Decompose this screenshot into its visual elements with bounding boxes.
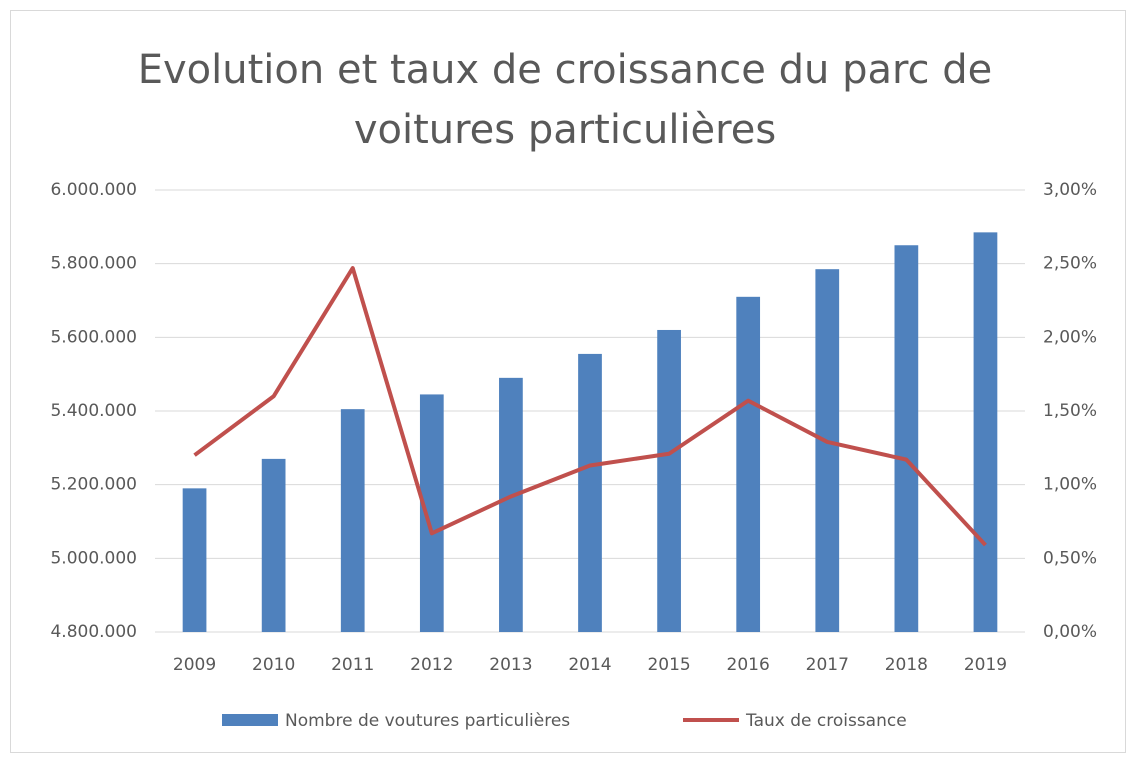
y2-tick-label: 2,50%	[1043, 254, 1097, 274]
y-tick-label: 5.600.000	[50, 327, 137, 347]
y2-tick-label: 3,00%	[1043, 180, 1097, 200]
bar	[340, 409, 365, 632]
x-tick-label: 2013	[489, 655, 532, 675]
legend-label: Nombre de voutures particulières	[285, 711, 570, 731]
y-tick-label: 5.000.000	[50, 548, 137, 568]
x-tick-label: 2017	[806, 655, 849, 675]
y-tick-label: 5.800.000	[50, 254, 137, 274]
legend-swatch	[222, 714, 278, 726]
x-tick-label: 2018	[885, 655, 928, 675]
bar	[261, 458, 286, 632]
x-tick-label: 2009	[173, 655, 216, 675]
x-tick-label: 2015	[647, 655, 690, 675]
y2-tick-label: 1,50%	[1043, 401, 1097, 421]
x-tick-label: 2010	[252, 655, 295, 675]
x-tick-label: 2012	[410, 655, 453, 675]
chart-border	[10, 10, 1126, 753]
x-tick-label: 2014	[568, 655, 611, 675]
y2-tick-label: 0,00%	[1043, 622, 1097, 642]
x-tick-label: 2011	[331, 655, 374, 675]
y-tick-label: 6.000.000	[50, 180, 137, 200]
bar	[182, 488, 207, 632]
x-tick-label: 2019	[964, 655, 1007, 675]
y-tick-label: 4.800.000	[50, 622, 137, 642]
chart-title: Evolution et taux de croissance du parc …	[137, 47, 993, 153]
legend-label: Taux de croissance	[745, 711, 907, 731]
bar	[736, 296, 761, 632]
bar	[657, 329, 681, 632]
line	[193, 266, 987, 547]
bar	[419, 394, 444, 632]
y2-tick-label: 2,00%	[1043, 327, 1097, 347]
y2-tick-label: 1,00%	[1043, 475, 1097, 495]
y-tick-label: 5.200.000	[50, 475, 137, 495]
bar	[578, 353, 602, 632]
bar	[499, 377, 523, 632]
bar	[973, 232, 998, 632]
y-tick-label: 5.400.000	[50, 401, 137, 421]
bar	[815, 269, 840, 632]
bar	[894, 245, 919, 632]
x-tick-label: 2016	[727, 655, 770, 675]
y2-tick-label: 0,50%	[1043, 548, 1097, 568]
